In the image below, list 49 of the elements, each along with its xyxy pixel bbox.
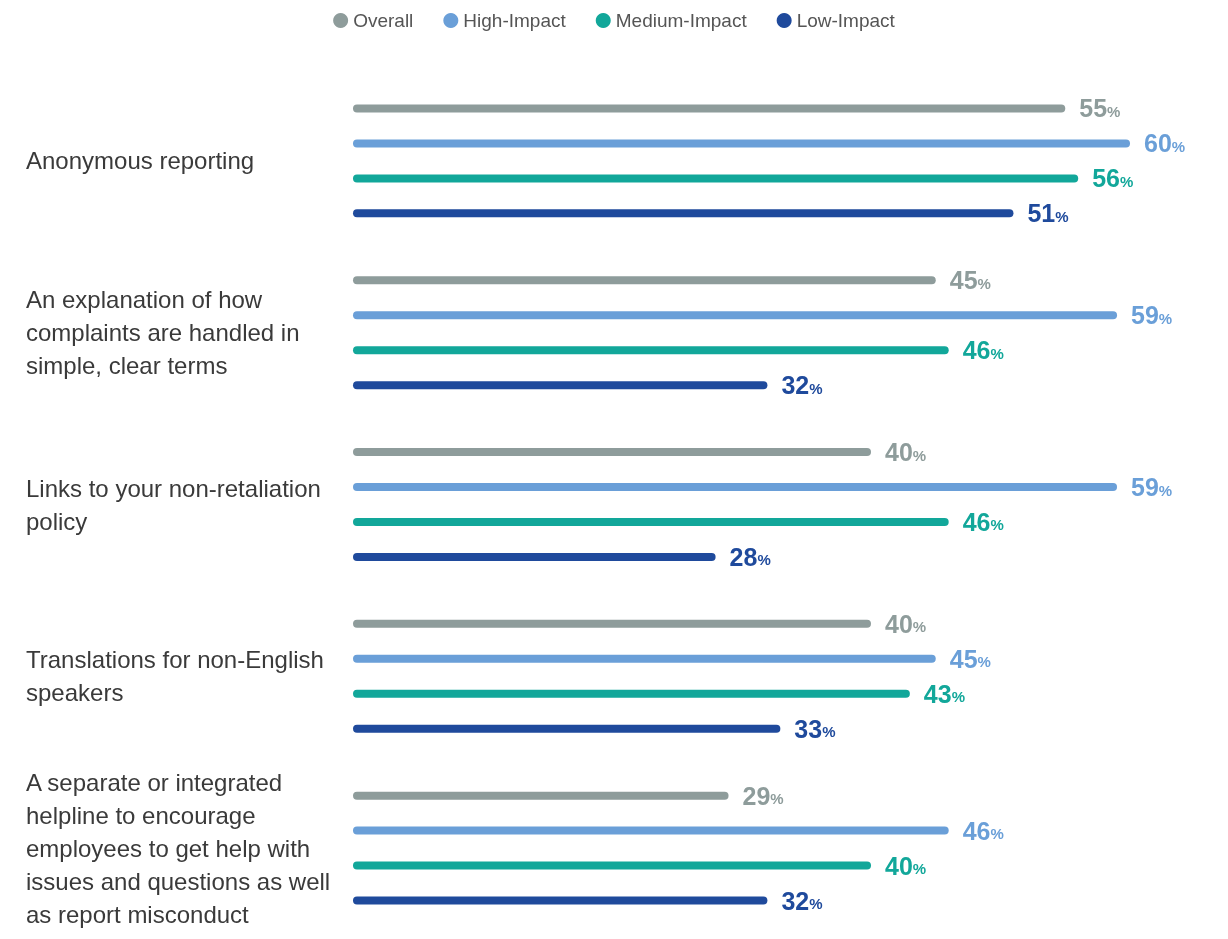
data-label: 51% xyxy=(1027,199,1069,228)
bar xyxy=(353,448,871,457)
bar xyxy=(353,209,1014,218)
bar xyxy=(353,619,871,628)
data-label: 32% xyxy=(781,371,823,400)
data-label: 28% xyxy=(729,542,771,571)
bar xyxy=(353,139,1130,148)
bar xyxy=(353,381,768,390)
bar xyxy=(353,552,716,561)
bar xyxy=(353,174,1079,183)
bar xyxy=(353,517,949,526)
data-label: 29% xyxy=(742,781,784,810)
bar xyxy=(353,861,871,870)
bar xyxy=(353,654,936,663)
y-tick-label: Translations for non-English speakers xyxy=(26,646,331,707)
bar xyxy=(353,104,1066,113)
data-label: 46% xyxy=(962,507,1004,536)
data-label: 40% xyxy=(885,851,927,880)
data-label: 46% xyxy=(962,816,1004,845)
bar xyxy=(353,896,768,905)
data-label: 56% xyxy=(1092,164,1134,193)
legend-label: Low-Impact xyxy=(796,10,896,31)
y-tick-label: An explanation of how complaints are handled in simple, clear terms xyxy=(26,286,307,380)
data-label: 43% xyxy=(923,679,965,708)
data-label: 59% xyxy=(1131,301,1173,330)
bar xyxy=(353,791,729,800)
legend-label: High-Impact xyxy=(463,10,567,31)
y-tick-label: Links to your non-retaliation policy xyxy=(26,474,328,535)
bar xyxy=(353,311,1118,320)
data-label: 32% xyxy=(781,886,823,915)
bar xyxy=(353,826,949,835)
bar xyxy=(353,483,1118,492)
legend-label: Overall xyxy=(353,10,414,31)
y-tick-label: A separate or integrated helpline to encourage employees to get help with issues and questions as well as report misconduct xyxy=(26,768,337,928)
data-label: 40% xyxy=(885,438,927,467)
legend-label: Medium-Impact xyxy=(615,10,748,31)
data-label: 45% xyxy=(949,644,991,673)
bar xyxy=(353,689,910,698)
y-tick-label: Anonymous reporting xyxy=(26,147,255,175)
data-label: 60% xyxy=(1144,129,1186,158)
data-label: 59% xyxy=(1131,473,1173,502)
data-label: 46% xyxy=(962,336,1004,365)
bar xyxy=(353,276,936,285)
data-label: 40% xyxy=(885,609,927,638)
data-label: 45% xyxy=(949,266,991,295)
bar xyxy=(353,724,781,733)
data-label: 33% xyxy=(794,714,836,743)
data-label: 55% xyxy=(1079,94,1121,123)
bar xyxy=(353,346,949,355)
